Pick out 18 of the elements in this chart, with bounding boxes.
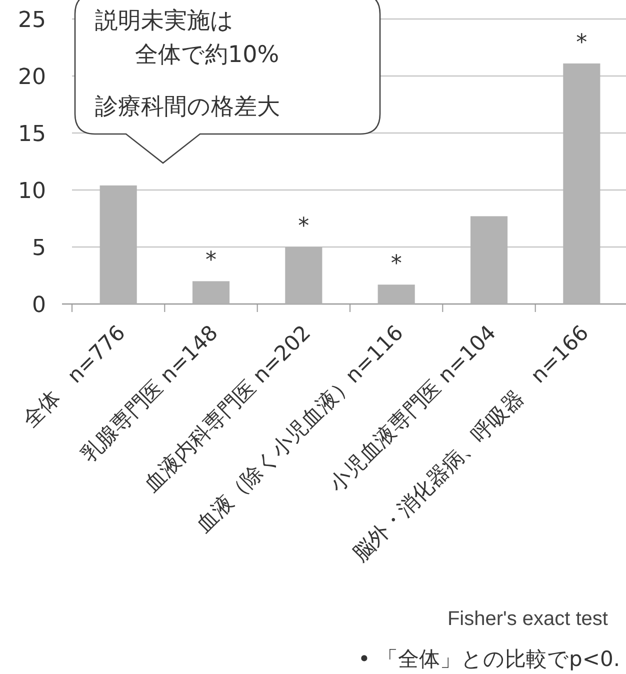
data-label: * — [298, 214, 310, 239]
data-label: * — [206, 248, 216, 274]
y-tick-label: 15 — [18, 122, 46, 147]
y-tick-label: 20 — [18, 65, 46, 90]
y-tick-label: 5 — [32, 236, 46, 261]
y-tick-label: 10 — [18, 179, 46, 204]
annotation: 説明未実施は — [95, 8, 234, 34]
y-tick-label: 0 — [32, 293, 46, 318]
callout: 説明未実施は 全体で約10% 診療科間の格差大 — [74, 0, 381, 164]
annotation: 全体で約10% — [135, 42, 280, 68]
annotation: 診療科間の格差大 — [95, 94, 280, 120]
y-tick-label: 25 — [18, 8, 46, 33]
data-label: * — [390, 252, 402, 277]
text: Fisher's exact test — [447, 608, 608, 630]
bar — [192, 281, 230, 304]
data-label: * — [576, 30, 588, 56]
text: • 「全体」との比較でp<0. — [358, 647, 620, 671]
bar — [378, 284, 415, 304]
